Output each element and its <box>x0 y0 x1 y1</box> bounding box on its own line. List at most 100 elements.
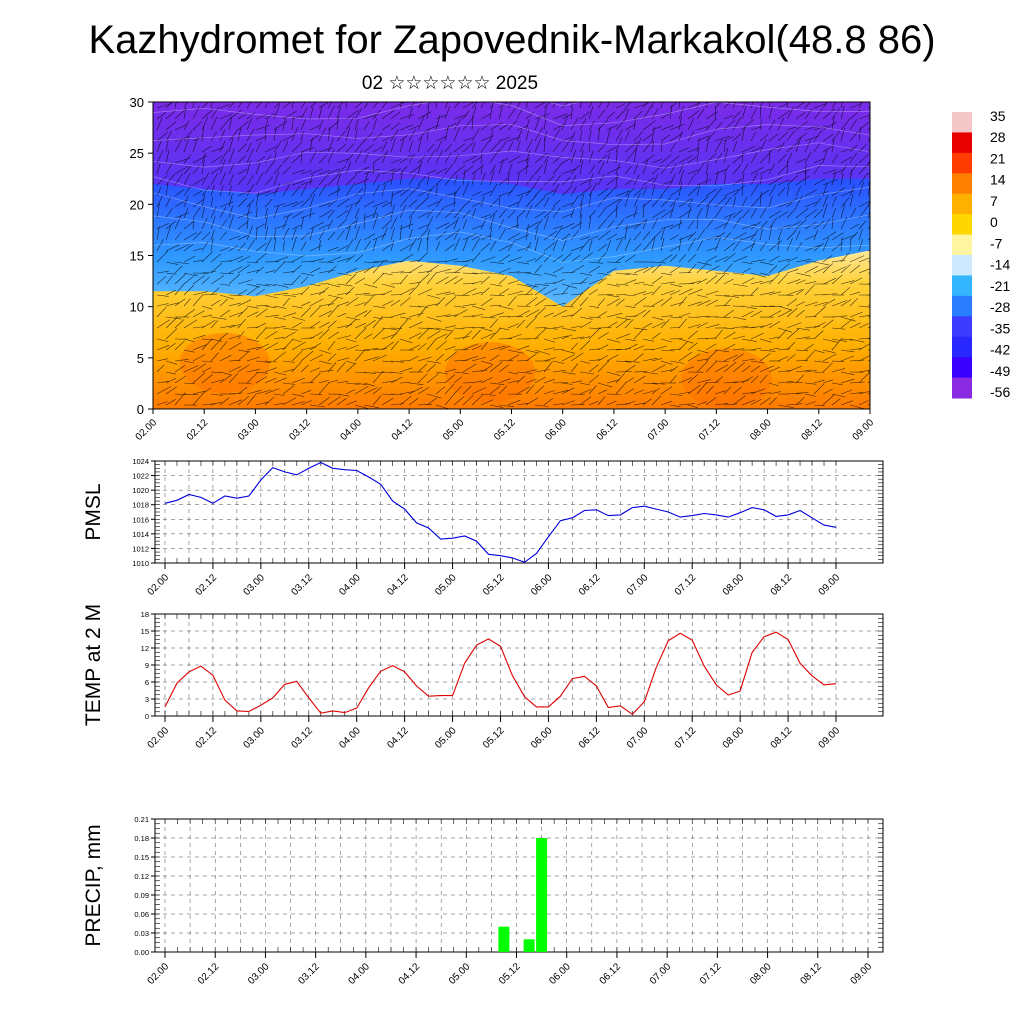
wind-barb <box>282 116 287 131</box>
wind-barb <box>309 149 318 164</box>
wind-barb <box>327 138 334 153</box>
wind-barb <box>354 371 367 374</box>
wind-barb <box>660 163 670 175</box>
wind-barb <box>786 238 793 252</box>
wind-barb <box>804 189 818 197</box>
wind-barb <box>336 131 346 142</box>
wind-barb <box>804 201 818 208</box>
wind-barb <box>714 236 722 252</box>
wind-barb <box>561 168 576 175</box>
y-tick-label: 0.21 <box>134 815 149 824</box>
wind-barb <box>291 211 304 219</box>
wind-barb <box>327 219 333 230</box>
wind-barb <box>543 254 552 263</box>
wind-barb <box>813 379 825 384</box>
wind-barb <box>849 381 865 384</box>
wind-barb <box>498 140 508 153</box>
wind-barb <box>633 375 646 384</box>
wind-barb <box>381 290 393 296</box>
wind-barb <box>435 404 450 409</box>
wind-barb <box>651 195 663 208</box>
wind-barb <box>264 127 267 142</box>
wind-barb <box>840 147 855 153</box>
wind-barb <box>570 342 579 351</box>
wind-barb <box>507 141 514 153</box>
wind-barb <box>165 360 178 365</box>
wind-barb <box>381 211 392 219</box>
wind-barb <box>633 162 639 175</box>
wind-barb <box>399 170 404 186</box>
wind-barb <box>687 263 697 274</box>
wind-barb <box>840 118 851 131</box>
wind-barb <box>228 185 232 197</box>
wind-barb <box>426 363 437 373</box>
wind-barb <box>291 126 298 142</box>
wind-barb <box>714 272 730 275</box>
wind-barb <box>390 159 402 164</box>
wind-barb <box>489 283 503 287</box>
wind-barb <box>471 251 481 263</box>
wind-barb <box>228 245 238 252</box>
wind-barb <box>831 218 834 230</box>
x-tick-label: 08.00 <box>721 572 747 598</box>
wind-barb <box>201 276 211 285</box>
wind-barb <box>507 271 520 274</box>
wind-barb <box>705 102 709 109</box>
wind-barb <box>408 174 416 186</box>
wind-barb <box>660 227 666 241</box>
wind-barb <box>228 214 234 230</box>
wind-barb <box>174 244 190 252</box>
wind-barb <box>561 202 574 208</box>
wind-barb <box>408 321 423 329</box>
wind-barb <box>498 385 508 395</box>
wind-barb <box>786 106 795 120</box>
wind-barb <box>237 350 250 362</box>
wind-barb <box>570 149 577 164</box>
wind-barb <box>768 120 776 131</box>
wind-barb <box>255 114 268 120</box>
wind-barb <box>822 237 830 252</box>
wind-barb <box>228 273 241 285</box>
wind-barb <box>489 102 495 109</box>
wind-barb <box>741 209 750 219</box>
wind-barb <box>300 216 305 230</box>
wind-barb <box>282 165 292 175</box>
wind-barb <box>273 152 277 164</box>
wind-barb <box>183 393 199 396</box>
wind-barb <box>255 207 258 219</box>
wind-barb <box>381 341 394 351</box>
wind-barb <box>480 341 489 351</box>
wind-barb <box>606 111 615 120</box>
wind-barb <box>597 194 608 208</box>
wind-barb <box>363 295 374 307</box>
wind-barb <box>201 319 216 329</box>
wind-barb <box>732 395 746 406</box>
wind-barb <box>318 224 330 230</box>
wind-barb <box>651 364 666 373</box>
wind-barb <box>273 347 287 351</box>
wind-barb <box>237 211 252 219</box>
wind-barb <box>795 132 807 142</box>
x-tick-label: 04.00 <box>337 725 363 751</box>
x-tick-label: 02.12 <box>194 572 220 598</box>
wind-barb <box>660 134 670 142</box>
wind-barb <box>660 315 673 318</box>
wind-barb <box>561 213 574 219</box>
wind-barb <box>264 314 279 318</box>
wind-barb <box>489 214 495 230</box>
wind-barb <box>741 338 757 342</box>
wind-barb <box>480 393 496 396</box>
wind-barb <box>651 108 659 120</box>
wind-barb <box>462 209 471 219</box>
wind-barb <box>750 280 763 285</box>
wind-barb <box>336 106 342 120</box>
wind-barb <box>201 172 210 186</box>
wind-barb <box>534 286 547 296</box>
wind-barb <box>201 314 213 318</box>
wind-barb <box>813 404 825 407</box>
wind-barb <box>489 318 499 329</box>
wind-barb <box>237 299 252 307</box>
wind-barb <box>156 139 162 153</box>
wind-barb <box>228 342 242 351</box>
wind-barb <box>462 233 477 241</box>
